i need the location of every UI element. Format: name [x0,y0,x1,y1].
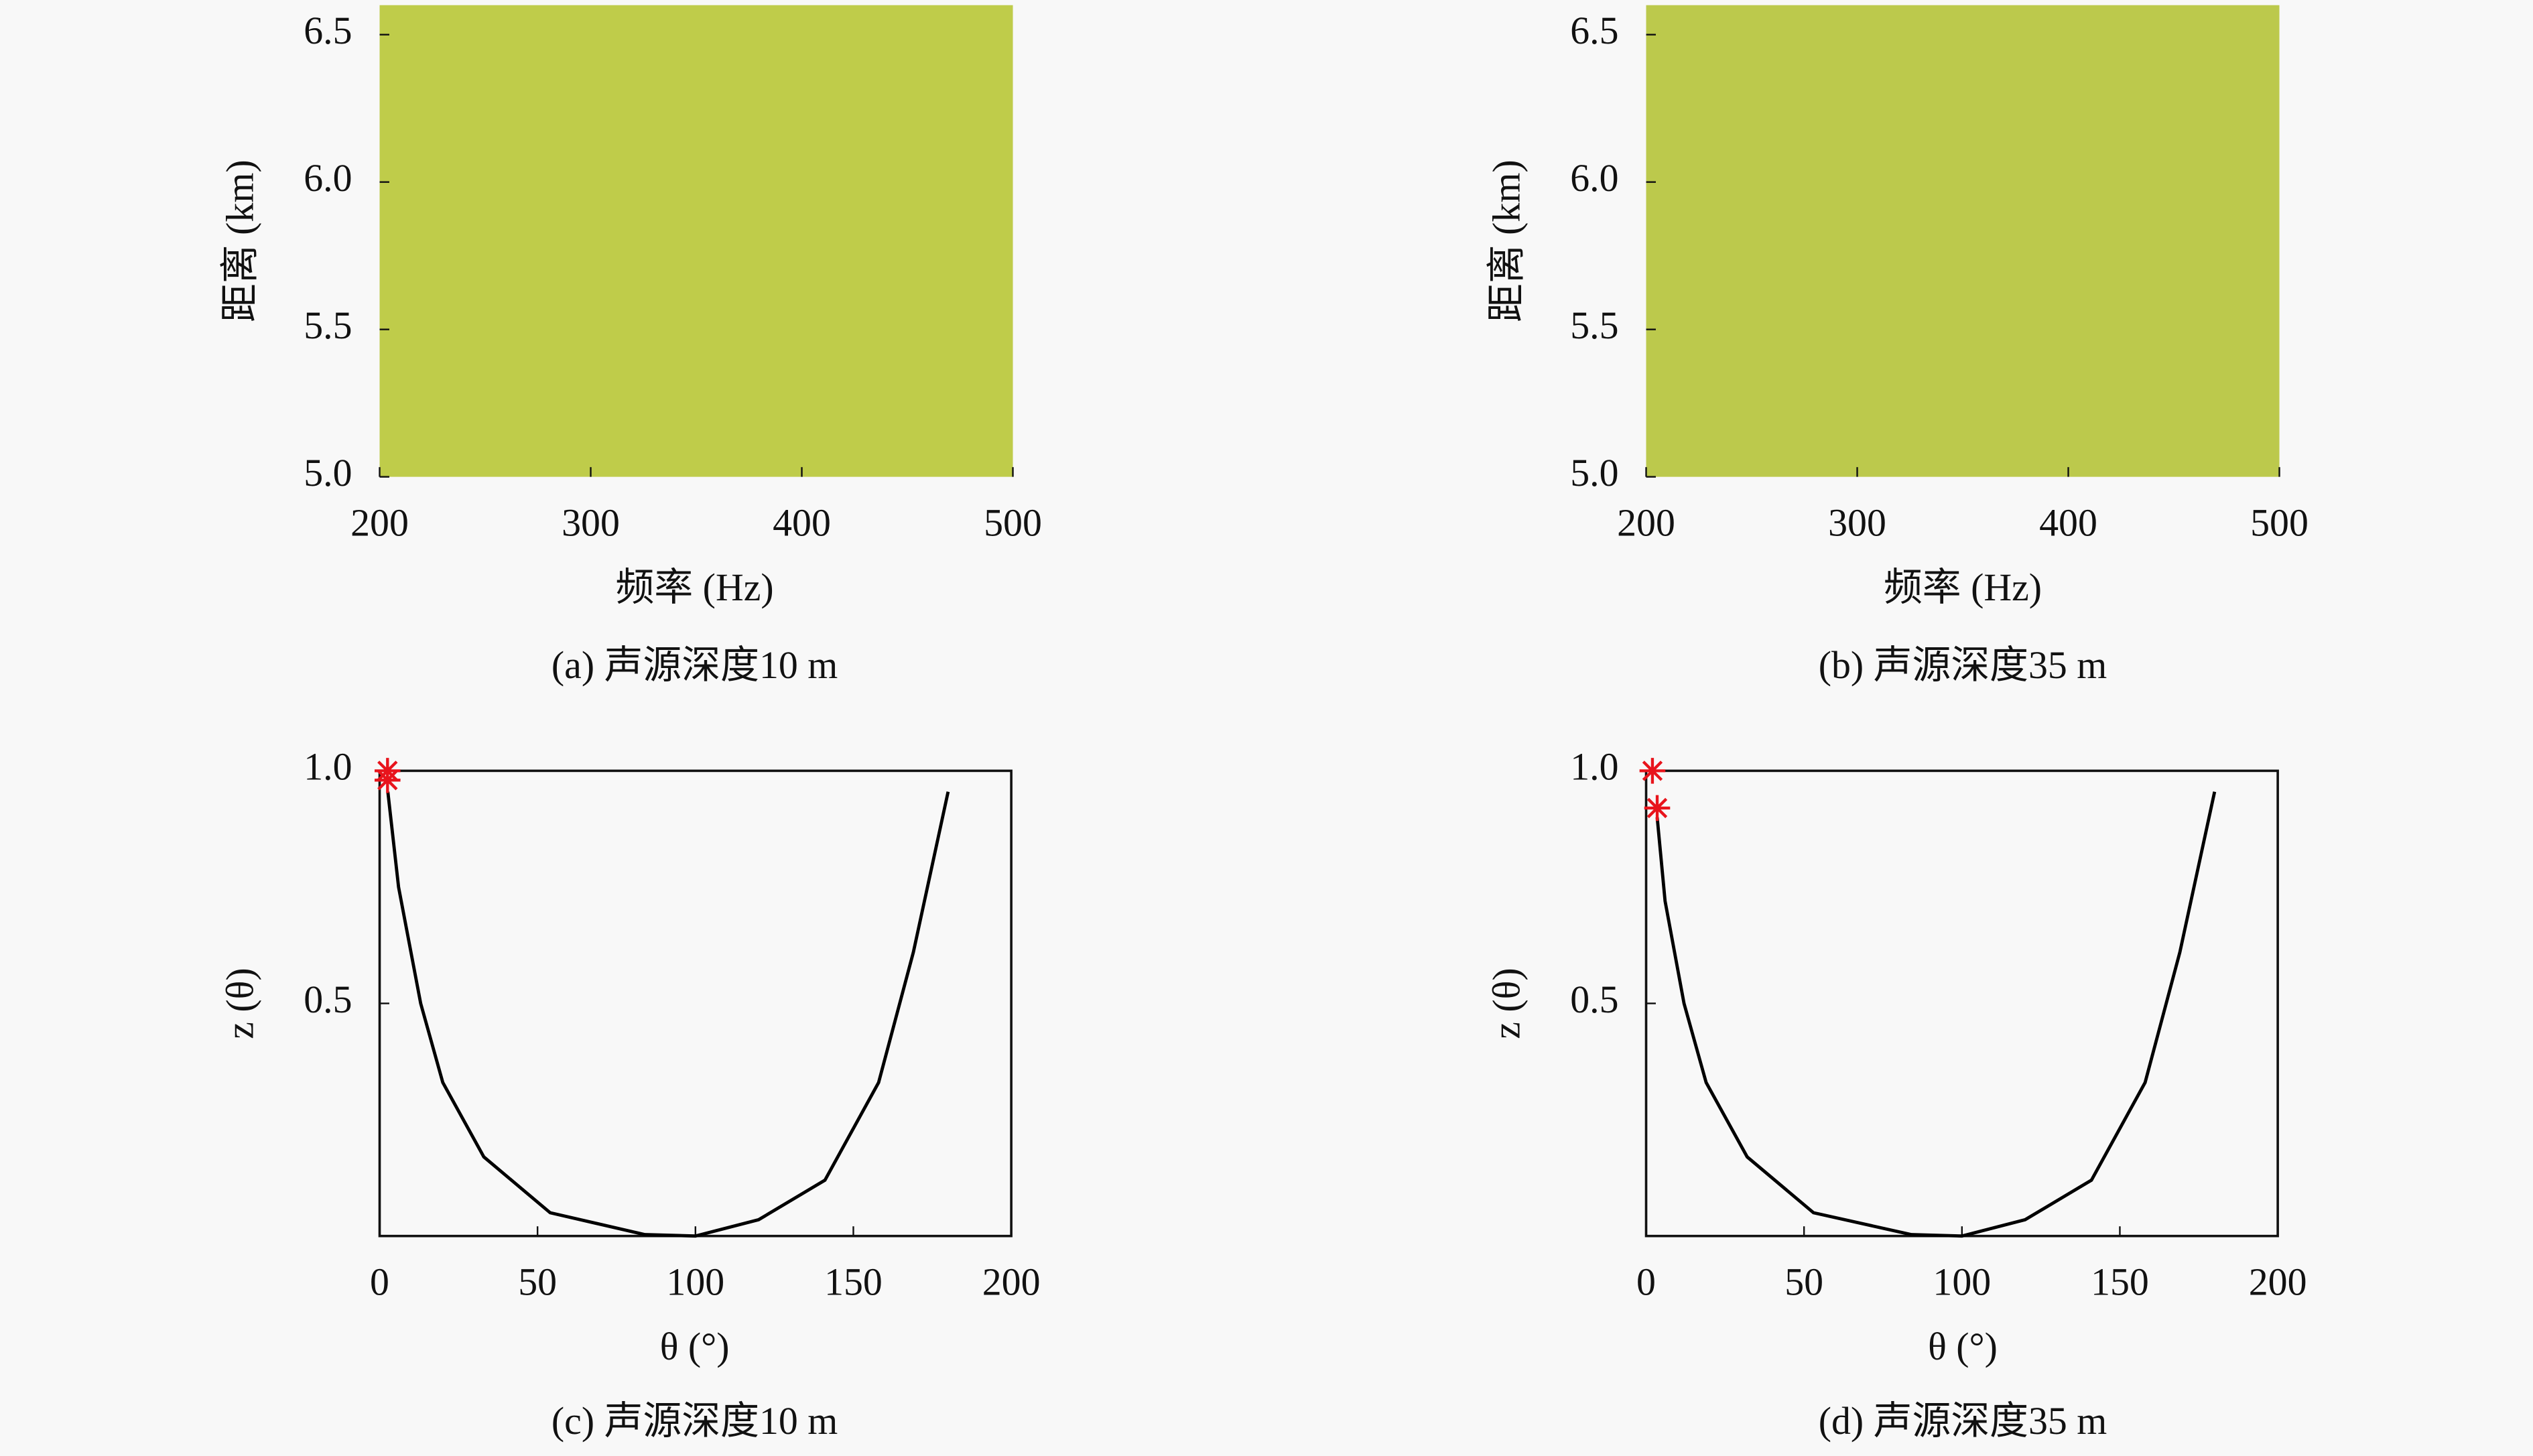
plot-frame [378,769,1013,1238]
y-tick-label: 1.0 [304,745,352,789]
star-marker [1639,758,1666,784]
x-tick-label: 200 [982,1260,1041,1304]
x-tick-label: 50 [518,1260,557,1304]
x-axis-label: 频率 (Hz) [616,566,774,609]
x-tick-label: 0 [370,1260,389,1304]
x-tick-label: 200 [1617,501,1675,545]
star-marker [375,767,401,793]
y-tick-label: 5.5 [304,304,352,347]
panel: 0 50 100 150 200 0.5 1.0 θ (°) z (θ) (d) 声源深度35 m [1484,745,2307,1443]
curve [386,791,950,1238]
y-axis-label: z (θ) [218,968,261,1039]
x-tick-label: 200 [350,501,409,545]
panel: 0 50 100 150 200 0.5 1.0 θ (°) z (θ) (c) 声源深度10 m [218,745,1040,1443]
x-tick-label: 300 [562,501,620,545]
y-tick-label: 6.0 [304,156,352,200]
x-tick-label: 100 [1933,1260,1991,1304]
x-tick-label: 500 [984,501,1042,545]
caption: (d) 声源深度35 m [1819,1399,2107,1443]
panel: 200 300 400 500 5.0 5.5 6.0 6.5 频率 (Hz) 距离 (km) (b… [1484,5,2309,687]
curve [1655,791,2217,1238]
x-tick-label: 150 [2091,1260,2149,1304]
x-axis-label: θ (°) [660,1325,730,1368]
x-tick-label: 400 [773,501,831,545]
heatmap-field [1646,5,2280,477]
y-tick-label: 5.5 [1570,304,1618,347]
caption: (a) 声源深度10 m [551,643,838,687]
x-tick-label: 500 [2250,501,2309,545]
y-tick-label: 6.5 [1570,9,1618,52]
x-tick-label: 0 [1636,1260,1656,1304]
y-axis-label: 距离 (km) [218,159,261,322]
x-tick-label: 200 [2249,1260,2307,1304]
y-tick-label: 6.0 [1570,156,1618,200]
y-tick-label: 0.5 [1570,978,1618,1021]
y-axis-label: z (θ) [1484,968,1528,1039]
y-tick-label: 5.0 [1570,451,1618,494]
y-tick-label: 6.5 [304,9,352,52]
y-axis-label: 距离 (km) [1484,159,1528,322]
star-marker [1644,795,1671,821]
x-tick-label: 400 [2039,501,2097,545]
caption: (b) 声源深度35 m [1819,643,2107,687]
y-tick-label: 5.0 [304,451,352,494]
x-tick-label: 50 [1784,1260,1823,1304]
x-axis-label: 频率 (Hz) [1884,566,2042,609]
heatmap-field [379,5,1013,477]
y-tick-label: 0.5 [304,978,352,1021]
plot-frame [1644,769,2279,1238]
caption: (c) 声源深度10 m [551,1399,838,1443]
x-axis-label: θ (°) [1928,1325,1998,1368]
panel: 200 300 400 500 5.0 5.5 6.0 6.5 频率 (Hz) 距离 (km) (a… [218,5,1042,687]
x-tick-label: 100 [666,1260,724,1304]
y-tick-label: 1.0 [1570,745,1618,789]
x-tick-label: 150 [824,1260,883,1304]
x-tick-label: 300 [1828,501,1886,545]
